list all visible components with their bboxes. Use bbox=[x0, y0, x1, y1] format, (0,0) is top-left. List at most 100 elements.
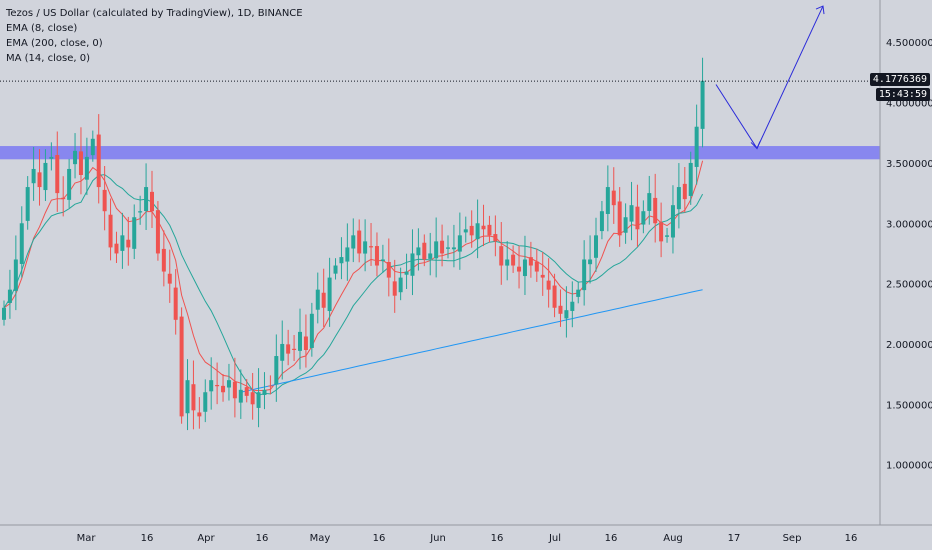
candle-body bbox=[49, 156, 54, 159]
candle-body bbox=[167, 273, 172, 284]
candle-body bbox=[653, 197, 658, 224]
candle-body bbox=[161, 248, 166, 272]
candle-body bbox=[84, 156, 89, 180]
candle-body bbox=[19, 223, 24, 264]
candle-body bbox=[434, 241, 439, 259]
support-zone bbox=[0, 146, 880, 160]
time-tick-label: 16 bbox=[491, 533, 504, 544]
candle-body bbox=[191, 384, 196, 411]
candle-body bbox=[481, 225, 486, 230]
candle-body bbox=[700, 80, 705, 129]
candle-body bbox=[215, 384, 220, 387]
indicator-lines bbox=[3, 160, 704, 396]
candle-body bbox=[280, 343, 285, 361]
candle-body bbox=[209, 380, 214, 392]
candle-body bbox=[599, 211, 604, 232]
countdown-tag: 15:43:59 bbox=[875, 88, 930, 102]
candle-body bbox=[682, 183, 687, 200]
time-tick-label: 16 bbox=[373, 533, 386, 544]
candle-body bbox=[546, 280, 551, 290]
time-tick-label: 16 bbox=[141, 533, 154, 544]
candle-body bbox=[31, 168, 36, 184]
candle-body bbox=[90, 138, 95, 156]
candle-body bbox=[55, 154, 60, 194]
candle-body bbox=[463, 229, 468, 233]
candle-body bbox=[493, 234, 498, 242]
candle-body bbox=[138, 211, 143, 213]
candle-body bbox=[416, 247, 421, 256]
candle-body bbox=[641, 211, 646, 225]
candle-body bbox=[292, 348, 297, 350]
candle-body bbox=[25, 187, 30, 221]
legend-ema8[interactable]: EMA (8, close) bbox=[6, 23, 78, 34]
legend-ema200[interactable]: EMA (200, close, 0) bbox=[6, 38, 103, 49]
candle-body bbox=[345, 247, 350, 262]
candle-body bbox=[469, 225, 474, 236]
candle-body bbox=[629, 205, 634, 222]
time-tick-label: Mar bbox=[77, 533, 97, 544]
candle-body bbox=[2, 307, 6, 320]
time-tick-label: Jul bbox=[548, 533, 561, 544]
candle-body bbox=[144, 187, 149, 212]
candle-body bbox=[126, 239, 131, 248]
time-tick-label: Aug bbox=[663, 533, 683, 544]
candle-body bbox=[185, 380, 190, 414]
time-tick-label: Apr bbox=[197, 533, 215, 544]
candle-body bbox=[475, 223, 480, 240]
candle-body bbox=[676, 187, 681, 210]
ema8-line bbox=[3, 160, 704, 392]
candle-body bbox=[286, 344, 291, 354]
candle-body bbox=[108, 214, 113, 248]
legend-ma14[interactable]: MA (14, close, 0) bbox=[6, 53, 91, 64]
candlesticks bbox=[2, 57, 705, 431]
candle-body bbox=[309, 313, 314, 348]
candle-body bbox=[132, 217, 137, 249]
candle-body bbox=[647, 193, 652, 211]
time-tick-label: Sep bbox=[783, 533, 802, 544]
price-tick-label: 4.5000000 bbox=[886, 38, 932, 49]
candle-body bbox=[522, 259, 527, 277]
price-tick-label: 4.0000000 bbox=[886, 99, 932, 110]
candle-body bbox=[13, 259, 18, 291]
candle-body bbox=[410, 253, 415, 276]
candle-body bbox=[617, 201, 622, 236]
candle-body bbox=[576, 289, 581, 297]
candle-body bbox=[623, 217, 628, 233]
candle-body bbox=[357, 230, 362, 254]
symbol-title: Tezos / US Dollar (calculated by Trading… bbox=[6, 8, 303, 19]
candle-body bbox=[594, 235, 598, 258]
candle-body bbox=[582, 259, 587, 291]
candle-body bbox=[197, 412, 202, 417]
candle-body bbox=[422, 242, 427, 260]
price-tick-label: 1.0000000 bbox=[886, 461, 932, 472]
time-tick-label: 16 bbox=[605, 533, 618, 544]
time-tick-label: Jun bbox=[429, 533, 446, 544]
time-tick-label: May bbox=[310, 533, 331, 544]
candle-body bbox=[694, 126, 699, 167]
candle-body bbox=[517, 266, 522, 272]
candle-body bbox=[61, 197, 66, 200]
candle-body bbox=[114, 243, 119, 254]
candle-body bbox=[363, 241, 368, 254]
time-tick-label: 17 bbox=[728, 533, 741, 544]
candle-body bbox=[505, 259, 510, 266]
candle-body bbox=[238, 389, 243, 403]
candle-body bbox=[528, 257, 533, 266]
candle-body bbox=[179, 316, 184, 417]
projection-arrowhead-mid bbox=[750, 141, 761, 150]
candle-body bbox=[150, 191, 154, 212]
candle-body bbox=[451, 247, 456, 250]
candle-body bbox=[226, 380, 231, 388]
candle-body bbox=[155, 210, 160, 254]
candle-body bbox=[73, 150, 78, 165]
candle-body bbox=[244, 387, 249, 396]
time-axis[interactable]: Mar 16 Apr 16 May 16 Jun 16 Jul 16 Aug 17 Sep 16 bbox=[77, 533, 858, 544]
candle-body bbox=[303, 336, 308, 350]
candle-body bbox=[552, 285, 557, 308]
price-axis[interactable]: 4.5000000 4.0000000 3.5000000 3.0000000 2.50… bbox=[886, 38, 932, 471]
candle-body bbox=[386, 261, 391, 278]
time-tick-label: 16 bbox=[256, 533, 269, 544]
ema200-line bbox=[240, 289, 703, 393]
